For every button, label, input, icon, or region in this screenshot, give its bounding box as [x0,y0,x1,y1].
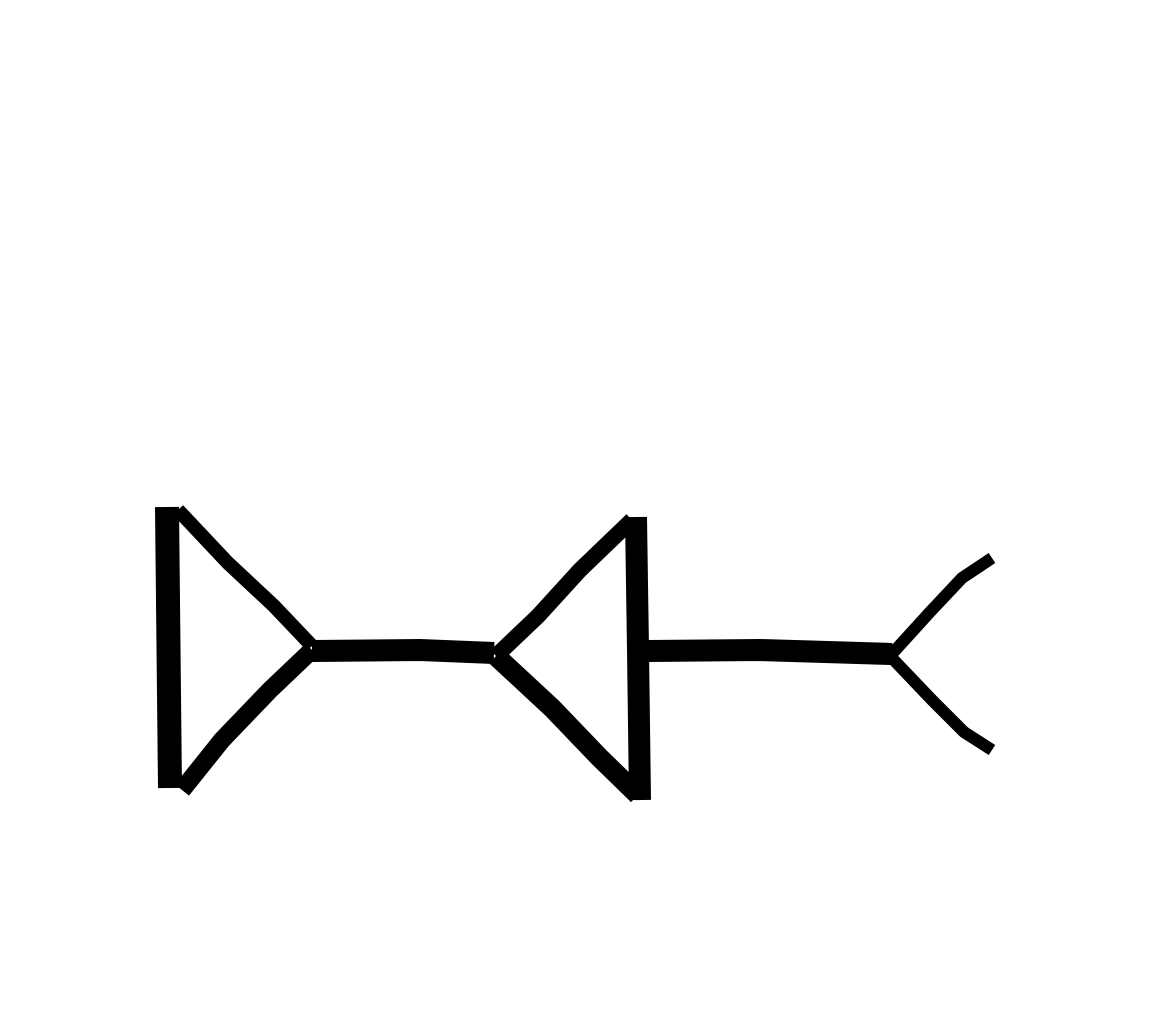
middle-triangle-lower-edge [489,648,645,803]
left-triangle-left-edge [155,506,182,789]
left-triangle-lower-edge [174,643,319,796]
right-connector-line [647,638,893,665]
right-fork-upper-arm [885,553,996,661]
left-triangle-upper-edge [172,505,318,651]
left-triangle-shape [155,505,319,796]
left-connector-line [311,638,495,664]
middle-vertical-bar [625,516,651,801]
right-fork-shape [885,553,996,756]
right-fork-lower-arm [885,651,996,756]
middle-triangle-upper-edge [490,514,638,662]
middle-triangle-shape [489,514,645,803]
